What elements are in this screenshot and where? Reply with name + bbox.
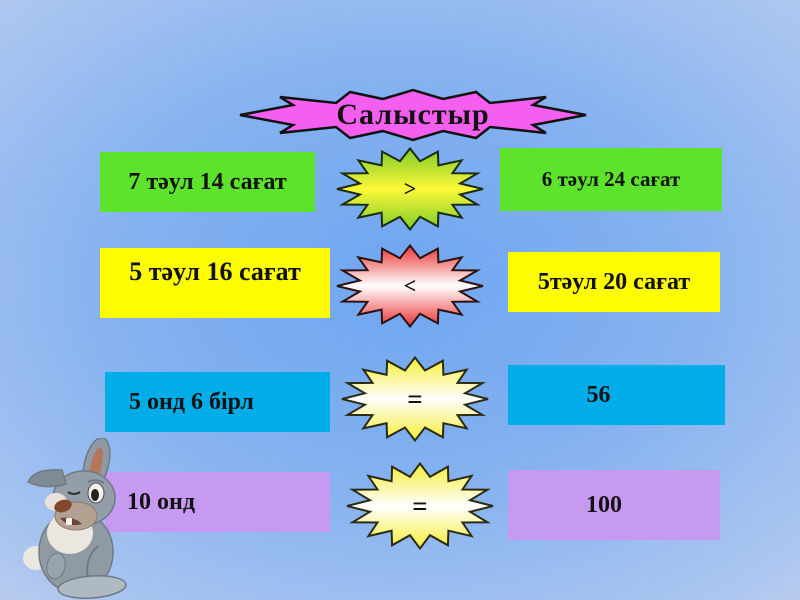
starburst-icon [346, 461, 494, 551]
compare-box-left-4: 10 онд [105, 472, 330, 532]
operator-symbol: = [407, 383, 423, 414]
operator-symbol: = [412, 490, 428, 521]
banner-ribbon-shape [239, 88, 587, 142]
rabbit-illustration [23, 438, 127, 599]
compare-box-left-2: 5 тәул 16 сағат [100, 248, 330, 318]
compare-box-right-3: 56 [508, 365, 725, 425]
operator-symbol: < [403, 273, 417, 298]
operator-star-1: > [330, 145, 490, 233]
title-banner: Салыстыр [238, 86, 588, 144]
operator-star-4: = [340, 460, 500, 552]
operator-star-2: < [330, 242, 490, 330]
operator-star-3: = [335, 354, 495, 444]
compare-box-left-1: 7 тәул 14 сағат [100, 152, 315, 212]
starburst-icon [336, 146, 484, 232]
compare-box-right-4: 100 [508, 470, 720, 540]
starburst-icon [336, 243, 484, 329]
compare-box-right-2: 5тәул 20 сағат [508, 252, 720, 312]
compare-box-right-1: 6 тәул 24 сағат [500, 148, 722, 211]
compare-box-left-3: 5 онд 6 бірл [105, 372, 330, 432]
operator-symbol: > [403, 176, 417, 201]
starburst-icon [341, 355, 489, 443]
page-title: Салыстыр [336, 98, 490, 131]
banner-ribbon-polygon [239, 88, 587, 142]
